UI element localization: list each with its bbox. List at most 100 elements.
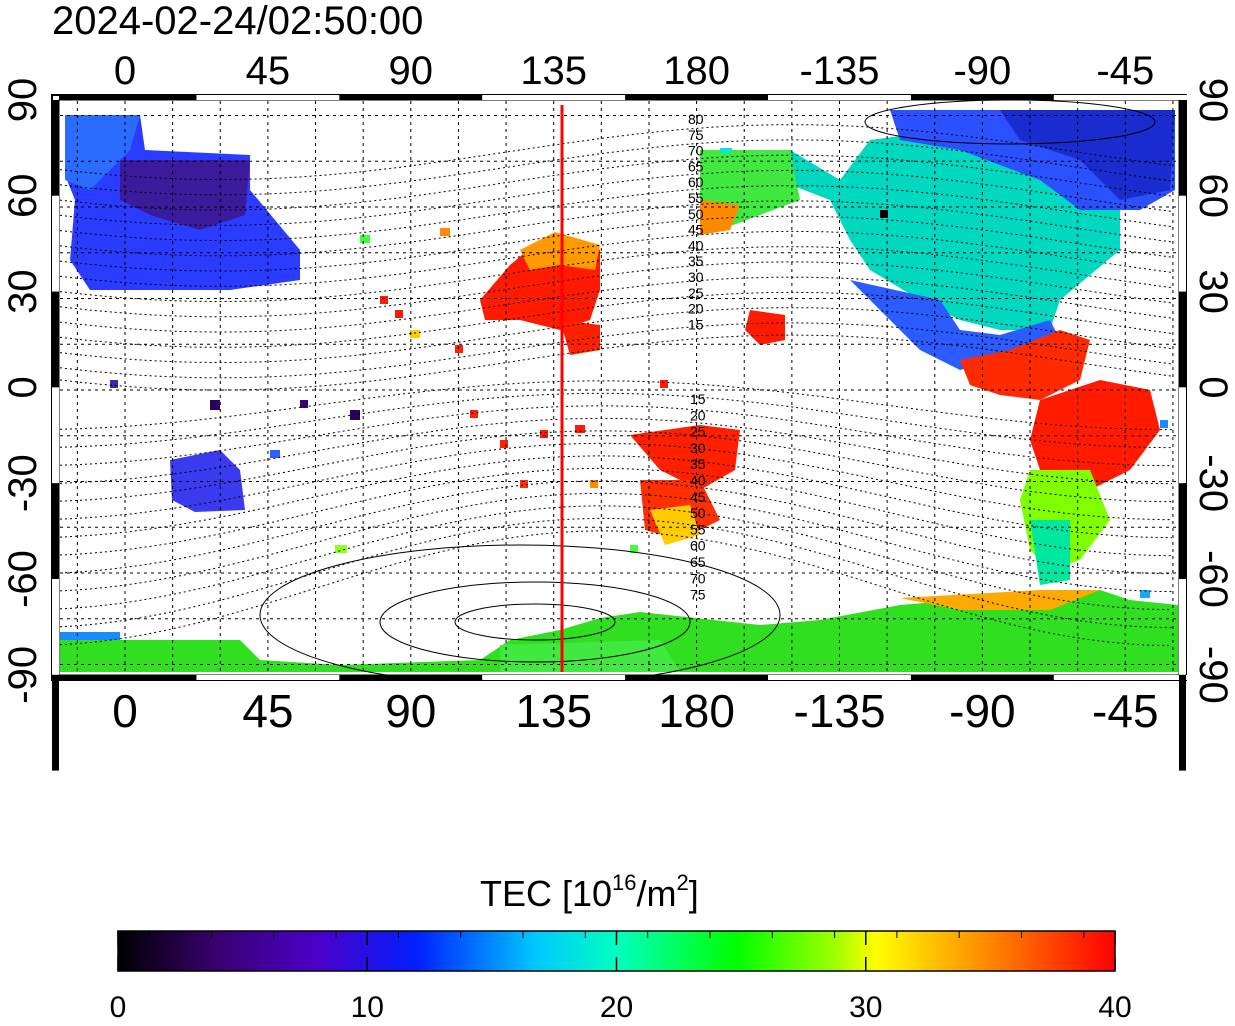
- polar-contour: [454, 603, 616, 641]
- bottom-lon-tick-label: -90: [949, 685, 1015, 737]
- contour-label: 35: [690, 456, 706, 472]
- bottom-scale-segment: [339, 675, 483, 680]
- contour-label: 70: [690, 570, 706, 586]
- contour-line: [59, 246, 1173, 302]
- bottom-lon-tick-label: 45: [242, 685, 293, 737]
- tec-cell: [660, 380, 668, 388]
- contour-label: 75: [690, 587, 706, 603]
- top-lon-tick-label: 90: [389, 49, 434, 93]
- tec-patch-greenland: [1000, 110, 1175, 200]
- bottom-scale-segment: [482, 675, 626, 680]
- left-scale-segment: [52, 674, 59, 771]
- contour-label: 35: [688, 253, 704, 269]
- tec-cell: [575, 425, 585, 433]
- bottom-lon-tick-label: 0: [112, 685, 138, 737]
- polar-contour: [259, 544, 781, 675]
- tec-patch: [630, 425, 740, 490]
- contour-line: [59, 405, 1172, 467]
- contour-line: [59, 392, 1172, 449]
- right-lat-tick-label: 60: [1191, 174, 1235, 219]
- contour-label: 15: [688, 316, 704, 332]
- contour-label: 40: [690, 473, 706, 489]
- contour-line: [59, 291, 1173, 348]
- contour-label: 40: [688, 237, 704, 253]
- contour-line: [59, 261, 1173, 318]
- tec-cell: [210, 400, 220, 410]
- top-scale-segment: [196, 95, 340, 100]
- left-scale-segment: [52, 100, 59, 196]
- contour-line: [59, 530, 1173, 647]
- contour-label: 80: [688, 111, 704, 127]
- contour-line: [59, 480, 1172, 575]
- left-scale-segment: [52, 579, 59, 675]
- magnetic-contours: [59, 100, 1173, 675]
- contour-label: 50: [690, 505, 706, 521]
- left-lat-tick-label: 30: [1, 269, 45, 314]
- contour-line: [59, 230, 1173, 287]
- contour-label: 75: [688, 127, 704, 143]
- tec-patch: [500, 640, 680, 672]
- tec-cell: [410, 330, 420, 338]
- top-scale-segment: [768, 95, 911, 100]
- bottom-scale-segment: [768, 675, 911, 680]
- top-scale-segment: [339, 95, 483, 100]
- bottom-lon-tick-label: 90: [385, 685, 436, 737]
- contour-line: [59, 492, 1173, 593]
- contour-line: [59, 322, 1173, 379]
- right-scale-segment: [1179, 579, 1186, 675]
- left-lat-tick-label: -30: [1, 454, 45, 512]
- tec-patch-antarctic: [60, 590, 1178, 672]
- contour-label: 70: [688, 143, 704, 159]
- left-latitude-ticks: 90 60 30 0 -30 -60 -90: [1, 78, 45, 704]
- tec-patch: [700, 200, 740, 235]
- left-lat-tick-label: 90: [1, 78, 45, 123]
- timestamp-title: 2024-02-24/02:50:00: [52, 0, 423, 43]
- polar-contour: [864, 100, 1156, 145]
- tec-cell: [455, 345, 463, 353]
- left-lat-tick-label: 60: [1, 174, 45, 219]
- top-lon-tick-label: 0: [114, 49, 136, 93]
- tec-cell: [880, 210, 888, 218]
- tec-cell: [335, 545, 347, 553]
- contour-line: [59, 169, 1173, 226]
- tec-cell: [500, 440, 508, 448]
- contour-label: 60: [688, 174, 704, 190]
- tec-cell: [520, 480, 528, 488]
- contour-line: [59, 417, 1172, 485]
- tec-cell: [590, 480, 598, 488]
- tec-patch-europe-north: [65, 115, 140, 190]
- right-latitude-ticks: 90 60 30 0 -30 -60 -90: [1191, 78, 1235, 704]
- tec-patch: [60, 632, 120, 640]
- tec-cell: [380, 296, 388, 304]
- left-scale-segment: [52, 387, 59, 484]
- tec-patch-central-america: [960, 330, 1090, 400]
- top-scale-segment: [910, 95, 1054, 100]
- left-lat-tick-label: 0: [1, 376, 45, 398]
- contour-line: [59, 124, 1173, 180]
- contour-line: [59, 307, 1173, 363]
- contour-label: 65: [690, 554, 706, 570]
- contour-labels: 8075706560555045403530252015152025303540…: [688, 111, 706, 603]
- right-lat-tick-label: 30: [1191, 269, 1235, 314]
- colorbar-tick-label: 30: [849, 991, 882, 1021]
- right-scale-segment: [1179, 387, 1186, 484]
- graticule: [60, 101, 1178, 674]
- left-scale-segment: [52, 483, 59, 579]
- axis-scale-bars: [52, 95, 1197, 771]
- left-lat-tick-label: -60: [1, 550, 45, 608]
- contour-label: 30: [688, 269, 704, 285]
- top-lon-tick-label: -45: [1096, 49, 1154, 93]
- contour-line: [59, 139, 1173, 196]
- bottom-scale-segment: [1053, 675, 1197, 680]
- bottom-lon-tick-label: -135: [793, 685, 885, 737]
- right-scale-segment: [1179, 674, 1186, 771]
- top-scale-segment: [625, 95, 769, 100]
- contour-label: 60: [690, 538, 706, 554]
- contour-line: [59, 185, 1173, 241]
- top-scale-segment: [482, 95, 626, 100]
- bottom-scale-segment: [196, 675, 340, 680]
- colorbar-tick-label: 40: [1098, 991, 1131, 1021]
- tec-cell: [440, 228, 450, 236]
